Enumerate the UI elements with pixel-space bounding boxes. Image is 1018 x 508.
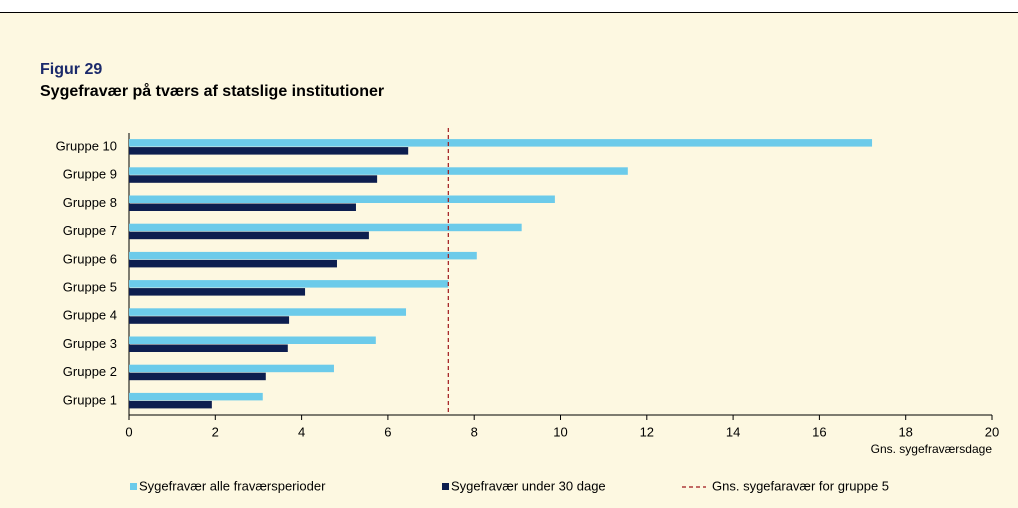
x-tick-label: 12 bbox=[640, 424, 654, 439]
bar bbox=[129, 308, 407, 316]
figure-label: Figur 29 bbox=[40, 61, 102, 78]
y-tick-label: Gruppe 9 bbox=[63, 167, 117, 182]
bar bbox=[129, 167, 628, 175]
x-tick-label: 4 bbox=[298, 424, 305, 439]
legend-swatch bbox=[442, 483, 449, 490]
bar bbox=[129, 147, 409, 155]
x-tick-label: 2 bbox=[212, 424, 219, 439]
bar bbox=[129, 400, 212, 409]
bar bbox=[129, 139, 873, 147]
bar bbox=[129, 195, 555, 203]
bar bbox=[129, 280, 449, 288]
bar bbox=[129, 203, 356, 211]
bar bbox=[129, 344, 288, 352]
legend-label: Sygefravær alle fraværsperioder bbox=[139, 478, 326, 493]
bar bbox=[129, 259, 337, 268]
x-tick-label: 18 bbox=[898, 424, 912, 439]
bar bbox=[129, 251, 477, 260]
y-tick-label: Gruppe 8 bbox=[63, 195, 117, 210]
bar bbox=[129, 336, 376, 344]
bar bbox=[129, 175, 378, 183]
bar bbox=[129, 316, 290, 324]
y-tick-label: Gruppe 4 bbox=[63, 308, 117, 323]
x-tick-label: 0 bbox=[125, 424, 132, 439]
legend-swatch bbox=[130, 483, 137, 490]
x-tick-label: 6 bbox=[384, 424, 391, 439]
x-tick-label: 10 bbox=[553, 424, 567, 439]
x-tick-label: 16 bbox=[812, 424, 826, 439]
chart-title: Sygefravær på tværs af statslige institu… bbox=[40, 82, 384, 100]
y-tick-label: Gruppe 5 bbox=[63, 280, 117, 295]
bar bbox=[129, 231, 369, 240]
bar bbox=[129, 364, 334, 373]
y-tick-label: Gruppe 2 bbox=[63, 364, 117, 379]
y-tick-label: Gruppe 3 bbox=[63, 336, 117, 351]
legend-label: Sygefravær under 30 dage bbox=[451, 478, 606, 493]
bar bbox=[129, 288, 306, 296]
y-tick-label: Gruppe 10 bbox=[56, 139, 117, 154]
x-tick-label: 8 bbox=[471, 424, 478, 439]
y-tick-label: Gruppe 1 bbox=[63, 392, 117, 407]
x-axis-label: Gns. sygefraværsdage bbox=[871, 442, 993, 456]
bar bbox=[129, 223, 522, 232]
x-tick-label: 20 bbox=[985, 424, 999, 439]
bar bbox=[129, 372, 266, 381]
y-tick-label: Gruppe 6 bbox=[63, 251, 117, 266]
bar bbox=[129, 392, 263, 401]
x-tick-label: 14 bbox=[726, 424, 740, 439]
y-tick-label: Gruppe 7 bbox=[63, 223, 117, 238]
legend-label: Gns. sygefaravær for gruppe 5 bbox=[712, 478, 889, 493]
